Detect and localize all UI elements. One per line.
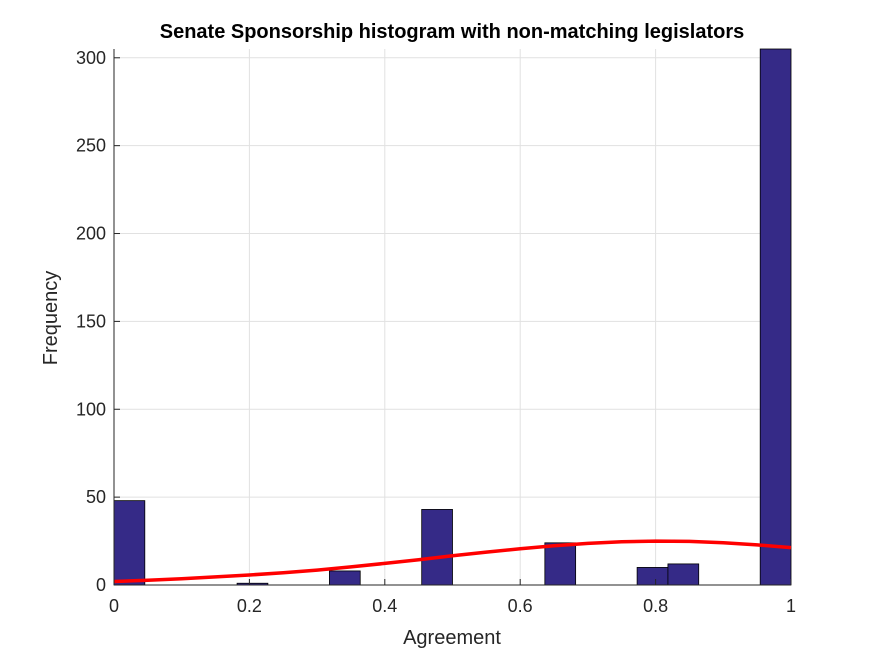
- histogram-bar: [636, 567, 669, 586]
- x-tick-label: 0.6: [508, 596, 533, 616]
- x-tick-label: 0: [109, 596, 119, 616]
- x-tick-label: 1: [786, 596, 796, 616]
- x-axis-label: Agreement: [403, 627, 501, 649]
- y-tick-label: 300: [76, 48, 106, 68]
- x-tick-labels: 0 0.2 0.4 0.6 0.8 1: [109, 596, 796, 616]
- histogram-bar: [113, 500, 146, 586]
- x-tick-label: 0.2: [237, 596, 262, 616]
- y-tick-label: 50: [86, 487, 106, 507]
- histogram-bar: [667, 563, 700, 586]
- axes: [113, 49, 792, 586]
- y-tick-label: 200: [76, 224, 106, 244]
- histogram-bar: [421, 509, 453, 586]
- x-tick-label: 0.8: [643, 596, 668, 616]
- histogram-bars: [113, 48, 792, 586]
- y-tick-label: 100: [76, 399, 106, 419]
- y-tick-labels: 0 50 100 150 200 250 300: [76, 48, 106, 595]
- histogram-bar: [329, 570, 361, 586]
- histogram-bar: [759, 48, 792, 586]
- grid-lines: [113, 49, 792, 586]
- y-axis-label: Frequency: [40, 271, 62, 366]
- x-tick-label: 0.4: [372, 596, 397, 616]
- histogram-bar: [544, 542, 577, 586]
- chart-title: Senate Sponsorship histogram with non-ma…: [160, 21, 745, 43]
- y-tick-label: 0: [96, 575, 106, 595]
- fit-curve-layer: [113, 539, 792, 584]
- y-tick-label: 150: [76, 311, 106, 331]
- y-tick-label: 250: [76, 136, 106, 156]
- fit-curve: [113, 539, 792, 584]
